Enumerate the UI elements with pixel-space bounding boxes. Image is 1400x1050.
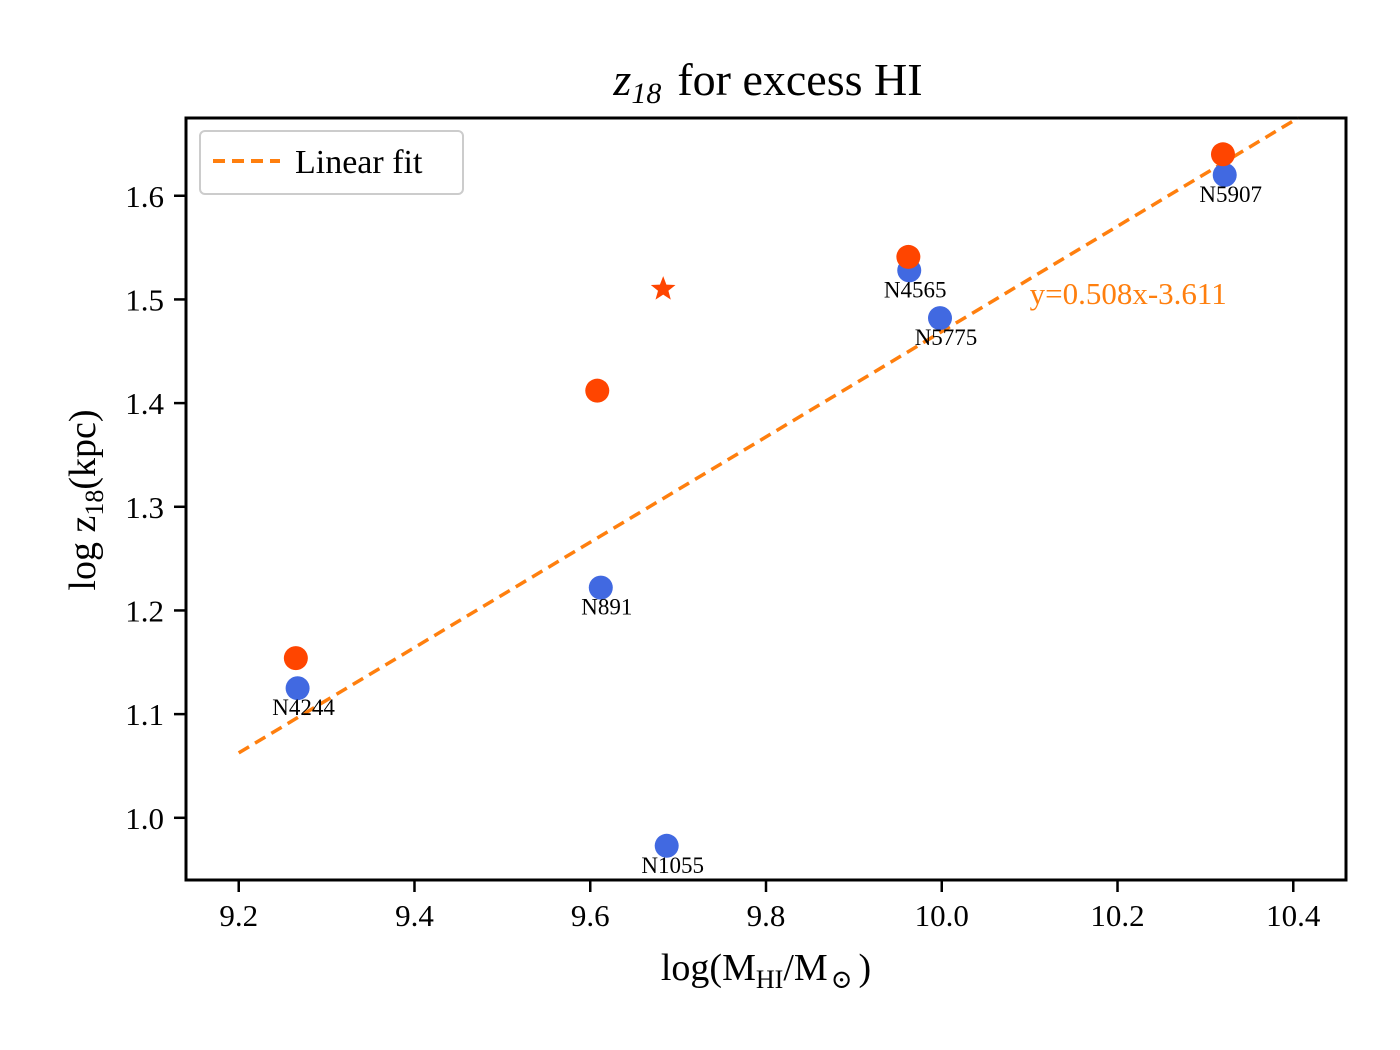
blue-point [285,676,310,701]
x-tick-label: 10.2 [1090,898,1144,933]
chart-title: z18 for excess HI [612,54,922,110]
fit-line-group [237,116,1300,755]
x-tick-label: 10.4 [1266,898,1321,933]
y-tick-label: 1.3 [125,490,164,525]
y-axis-ticks: 1.0 1.1 1.2 1.3 1.4 1.5 1.6 [125,179,186,836]
x-tick-label: 10.0 [915,898,969,933]
y-tick-label: 1.4 [125,386,164,421]
blue-point [928,306,952,331]
blue-point [654,833,679,858]
blue-point [588,575,613,600]
x-tick-label: 9.4 [395,898,434,933]
y-tick-label: 1.5 [125,282,164,317]
point-label-n891: N891 [581,595,632,620]
point-label-n1055: N1055 [641,853,704,878]
data-points [283,142,1237,858]
point-label-n4565: N4565 [884,277,947,302]
y-tick-label: 1.6 [125,179,164,214]
legend-label-linear-fit: Linear fit [295,144,423,181]
red-point [1210,142,1235,167]
blue-point [1212,163,1237,188]
x-tick-label: 9.6 [571,898,610,933]
x-tick-label: 9.8 [747,898,786,933]
y-tick-label: 1.0 [125,801,164,836]
legend: Linear fit [199,130,464,195]
red-point [585,378,610,403]
y-tick-label: 1.2 [125,593,164,628]
point-label-n5775: N5775 [915,325,978,350]
legend-box [199,130,464,195]
linear-fit-line [237,116,1300,755]
y-axis-label: log z18(kpc) [62,409,109,590]
red-point [283,646,308,671]
y-tick-label: 1.1 [125,697,164,732]
fit-equation-label: y=0.508x-3.611 [1030,276,1227,311]
point-labels: N4244 N891 N1055 N4565 N5775 N5907 [272,182,1262,878]
x-axis-ticks: 9.2 9.4 9.6 9.8 10.0 10.2 10.4 [219,880,1321,933]
plot-frame [184,116,1348,882]
x-tick-label: 9.2 [219,898,258,933]
red-point [896,244,921,269]
x-axis-label: log(MHI/M ⊙) [661,947,871,994]
point-label-n4244: N4244 [272,695,335,720]
star-point [650,276,676,300]
point-label-n5907: N5907 [1199,182,1262,207]
